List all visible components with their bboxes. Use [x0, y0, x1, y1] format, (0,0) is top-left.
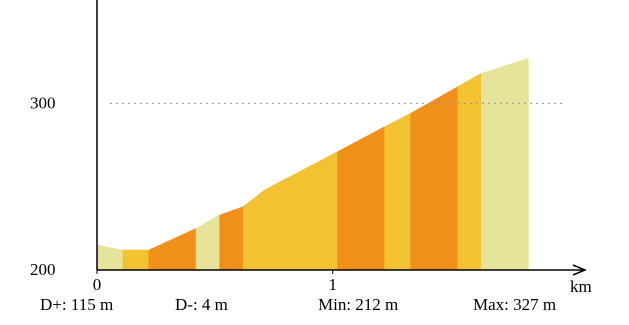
profile-segment [264, 151, 338, 271]
stat-label: D-: 4 m [175, 295, 228, 314]
y-tick-label: 300 [30, 93, 56, 112]
x-tick-label: 1 [328, 275, 337, 294]
profile-segment [410, 86, 458, 271]
profile-segment [337, 126, 385, 271]
stat-label: Max: 327 m [473, 295, 556, 314]
profile-segment [384, 112, 411, 271]
stat-label: D+: 115 m [40, 295, 113, 314]
profile-segment [242, 189, 265, 271]
profile-segment [481, 57, 529, 271]
x-axis-label: km [570, 277, 592, 296]
stat-label: Min: 212 m [318, 295, 398, 314]
profile-segment [195, 214, 220, 271]
profile-segment [122, 249, 150, 271]
x-axis-arrow [572, 264, 587, 276]
y-tick-label: 200 [30, 260, 56, 279]
profile-segment [219, 206, 244, 271]
profile-segment [96, 244, 124, 271]
x-tick-label: 0 [93, 275, 102, 294]
profile-segment [148, 227, 197, 271]
